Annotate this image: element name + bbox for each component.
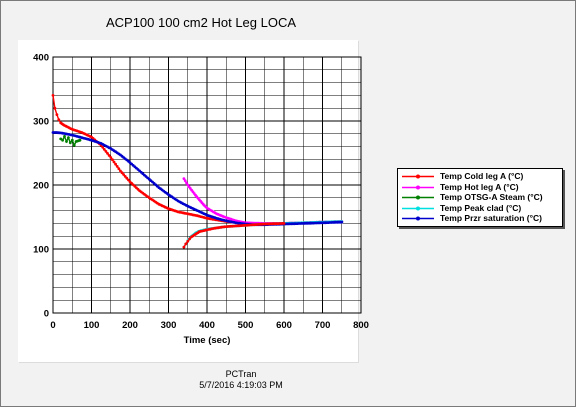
- data-point: [72, 143, 76, 147]
- x-tick-label: 400: [199, 320, 215, 331]
- x-tick-label: 800: [353, 320, 369, 331]
- data-point: [78, 138, 82, 142]
- y-tick-label: 0: [44, 309, 49, 320]
- data-point: [57, 118, 61, 122]
- chart-title: ACP100 100 cm2 Hot Leg LOCA: [105, 15, 297, 30]
- y-tick-label: 100: [33, 245, 49, 256]
- legend-swatch-marker: [416, 206, 420, 210]
- data-point: [340, 220, 344, 224]
- footer: PCTran 5/7/2016 4:19:03 PM: [141, 369, 341, 391]
- legend-label: Temp Hot leg A (°C): [440, 181, 519, 192]
- data-point: [109, 156, 113, 159]
- data-point: [101, 145, 105, 149]
- data-point: [114, 162, 117, 166]
- x-tick-label: 0: [50, 320, 55, 331]
- data-point: [68, 141, 72, 145]
- data-point: [67, 136, 70, 140]
- y-tick-label: 300: [33, 117, 49, 128]
- footer-app-name: PCTran: [225, 369, 257, 379]
- data-point: [282, 222, 286, 225]
- x-tick-label: 100: [84, 320, 100, 331]
- legend-label: Temp Peak clad (°C): [440, 202, 522, 213]
- data-point: [111, 158, 114, 162]
- data-point: [117, 167, 121, 171]
- data-point: [122, 173, 125, 176]
- legend-swatch: [402, 195, 434, 200]
- data-point: [112, 160, 116, 164]
- legend: Temp Cold leg A (°C) Temp Hot leg A (°C) T…: [397, 168, 563, 227]
- data-point: [102, 148, 106, 151]
- legend-item: Temp Przr saturation (°C): [398, 213, 562, 224]
- legend-swatch-marker: [416, 216, 420, 221]
- x-axis-label: Time (sec): [184, 335, 231, 346]
- legend-swatch: [402, 206, 434, 210]
- data-point: [115, 165, 119, 168]
- data-point: [182, 177, 186, 181]
- series-line: [52, 95, 342, 225]
- x-tick-label: 300: [161, 320, 177, 331]
- data-point: [106, 152, 109, 155]
- data-point: [127, 178, 130, 182]
- y-tick-label: 200: [33, 181, 49, 192]
- data-point: [185, 181, 188, 185]
- legend-swatch: [402, 216, 434, 221]
- footer-timestamp: 5/7/2016 4:19:03 PM: [199, 380, 283, 390]
- legend-swatch-marker: [416, 195, 420, 200]
- x-tick-label: 700: [315, 320, 331, 331]
- data-point: [53, 106, 57, 110]
- data-point: [125, 176, 129, 180]
- y-tick-label: 400: [33, 53, 49, 64]
- data-point: [119, 169, 122, 173]
- data-point: [183, 179, 187, 183]
- data-point: [63, 135, 66, 138]
- data-point: [70, 138, 74, 142]
- data-point: [55, 113, 59, 116]
- data-point: [188, 237, 192, 241]
- legend-item: Temp Cold leg A (°C): [398, 171, 562, 182]
- data-point: [186, 239, 190, 243]
- x-tick-label: 600: [276, 320, 292, 331]
- data-point: [107, 154, 111, 157]
- x-tick-label: 200: [122, 320, 138, 331]
- legend-item: Temp Peak clad (°C): [398, 203, 562, 214]
- x-tick-label: 500: [238, 320, 254, 331]
- legend-label: Temp Przr saturation (°C): [440, 213, 542, 223]
- legend-swatch-marker: [416, 185, 420, 189]
- legend-label: Temp OTSG-A Steam (°C): [440, 192, 543, 202]
- data-point: [104, 150, 108, 153]
- data-point: [184, 242, 188, 246]
- legend-swatch: [402, 174, 434, 179]
- legend-swatch-marker: [416, 174, 420, 179]
- plot-border: [52, 56, 362, 314]
- data-point: [182, 245, 186, 249]
- data-point: [123, 175, 127, 178]
- data-point: [61, 138, 64, 142]
- data-point: [120, 171, 124, 175]
- legend-item: Temp Hot leg A (°C): [398, 182, 562, 193]
- series-line: [60, 134, 81, 148]
- data-point: [65, 140, 68, 143]
- legend-swatch: [402, 185, 434, 189]
- legend-label: Temp Cold leg A (°C): [440, 171, 524, 181]
- data-point: [51, 94, 55, 97]
- legend-item: Temp OTSG-A Steam (°C): [398, 192, 562, 203]
